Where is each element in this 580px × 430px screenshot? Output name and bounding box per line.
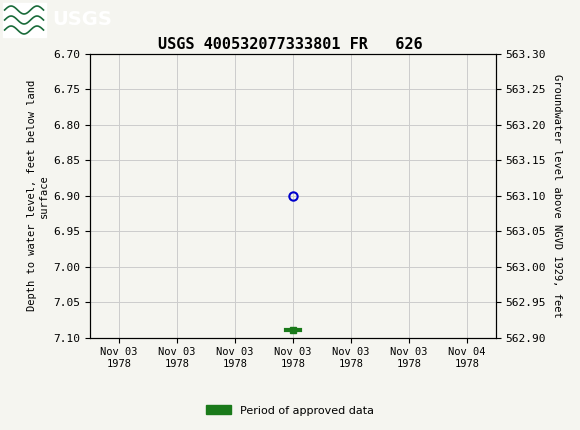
Y-axis label: Groundwater level above NGVD 1929, feet: Groundwater level above NGVD 1929, feet [552, 74, 561, 317]
FancyBboxPatch shape [3, 3, 46, 37]
Legend: Period of approved data: Period of approved data [202, 401, 378, 420]
Text: USGS 400532077333801 FR   626: USGS 400532077333801 FR 626 [158, 37, 422, 52]
Text: USGS: USGS [52, 10, 112, 30]
Y-axis label: Depth to water level, feet below land
surface: Depth to water level, feet below land su… [27, 80, 49, 311]
